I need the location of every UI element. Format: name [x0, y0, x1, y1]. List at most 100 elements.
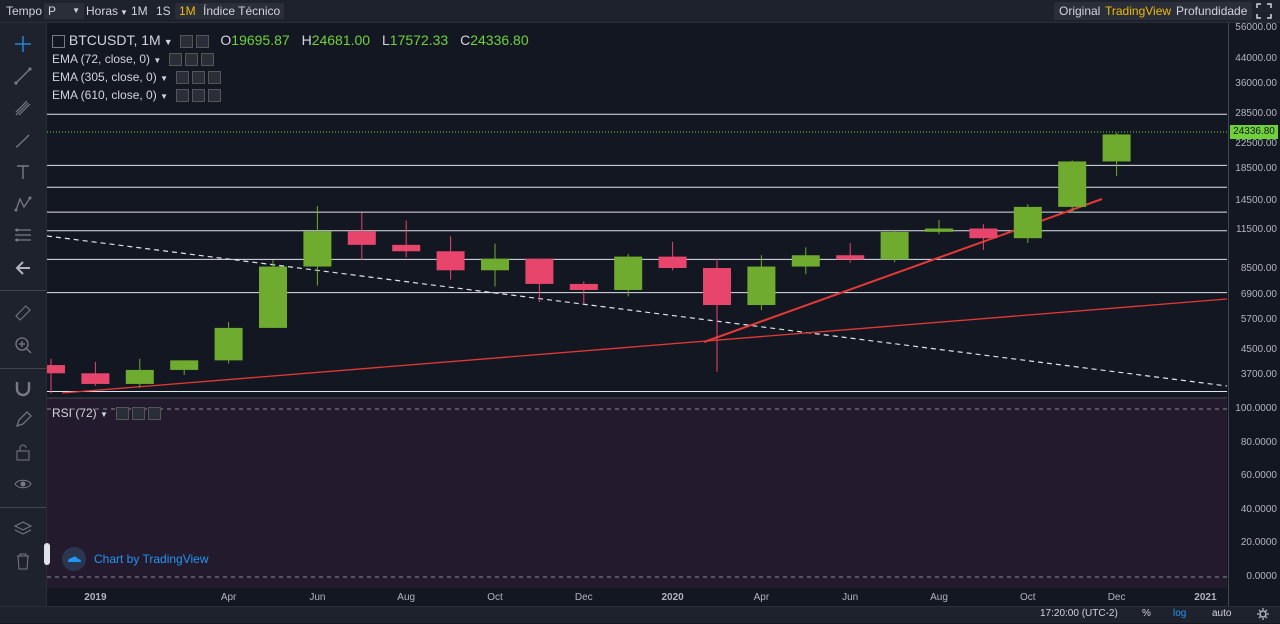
pane-resize-handle[interactable] — [44, 543, 50, 565]
profundidade-tab[interactable]: Profundidade — [1171, 2, 1253, 20]
candle — [969, 224, 998, 250]
candle-body — [392, 244, 421, 252]
candle-body — [969, 228, 998, 239]
candle — [925, 220, 953, 235]
close-label: C — [460, 32, 471, 48]
candle — [1058, 160, 1087, 213]
trendline-icon[interactable] — [10, 64, 36, 88]
chevron-down-icon[interactable]: ▼ — [160, 92, 168, 101]
eye-toggle-icon[interactable] — [179, 34, 193, 48]
candles-group — [47, 132, 1131, 394]
main-legend: BTCUSDT, 1M ▼ O19695.87 H24681.00 L17572.… — [52, 32, 529, 48]
candle-body — [658, 256, 687, 269]
close-icon[interactable] — [207, 71, 221, 85]
eye-toggle-icon[interactable] — [175, 89, 189, 103]
ema-legend-2[interactable]: EMA (305, close, 0) ▼ — [52, 70, 221, 85]
interval-1m-active-button[interactable]: 1M — [175, 3, 200, 19]
eye-toggle-icon[interactable] — [115, 407, 129, 421]
gear-icon[interactable] — [1256, 607, 1270, 624]
pencil-lock-icon[interactable] — [10, 408, 36, 432]
interval-1s-button[interactable]: 1S — [156, 4, 171, 18]
horizontal-levels — [47, 113, 1227, 393]
watermark-text: Chart by TradingView — [94, 552, 209, 566]
chevron-down-icon[interactable]: ▼ — [153, 56, 162, 65]
back-arrow-icon[interactable] — [10, 256, 36, 280]
close-icon[interactable] — [201, 53, 215, 67]
crosshair-icon[interactable] — [10, 32, 36, 56]
pattern-icon[interactable] — [10, 192, 36, 216]
high-value: 24681.00 — [311, 32, 371, 48]
zoom-icon[interactable] — [10, 333, 36, 357]
chevron-down-icon[interactable]: ▼ — [100, 410, 108, 419]
ema-legend-3[interactable]: EMA (610, close, 0) ▼ — [52, 88, 221, 103]
pitchfork-icon[interactable] — [10, 96, 36, 120]
close-icon[interactable] — [147, 407, 161, 421]
interval-select[interactable]: P ▼ — [44, 3, 84, 19]
price-tick-label: 8500.00 — [1240, 262, 1277, 274]
fullscreen-icon[interactable] — [1256, 3, 1272, 19]
toolbar-divider — [0, 368, 46, 369]
cloud-logo-icon — [62, 547, 86, 571]
eye-toggle-icon[interactable] — [175, 71, 189, 85]
eye-toggle-icon[interactable] — [169, 53, 183, 67]
eye-icon[interactable] — [10, 472, 36, 496]
candle-body — [614, 256, 643, 290]
fib-icon[interactable] — [10, 224, 36, 248]
interval-value: P — [48, 4, 57, 18]
ema-label: EMA (610, close, 0) — [52, 88, 157, 102]
rsi-tick-label: 100.0000 — [1235, 403, 1277, 414]
time-axis[interactable]: 2019 Apr Jun Aug Oct Dec 2020 Apr Jun Aug Oct Dec 20… — [47, 588, 1227, 606]
auto-toggle[interactable]: auto — [1212, 608, 1232, 619]
tradingview-tab[interactable]: TradingView — [1100, 2, 1177, 20]
drawing-toolbar — [0, 23, 47, 622]
symbol-label[interactable]: BTCUSDT, 1M — [68, 32, 161, 48]
percent-toggle[interactable]: % — [1142, 608, 1151, 619]
tempo-label: Tempo — [6, 4, 43, 18]
price-tick-label: 3700.00 — [1240, 369, 1277, 380]
layers-icon[interactable] — [10, 517, 36, 541]
candle — [392, 220, 421, 258]
magnet-icon[interactable] — [10, 376, 36, 400]
tradingview-watermark[interactable]: Chart by TradingView — [62, 547, 209, 571]
original-tab[interactable]: Original — [1054, 2, 1106, 20]
brush-icon[interactable] — [10, 128, 36, 152]
chevron-down-icon[interactable]: ▼ — [160, 74, 168, 83]
candle-body — [1102, 134, 1131, 162]
candle-body — [569, 283, 598, 290]
ruler-icon[interactable] — [10, 301, 36, 325]
candle — [1102, 132, 1131, 177]
settings-icon[interactable] — [191, 71, 205, 85]
time-tick-label: Apr — [220, 592, 237, 603]
settings-icon[interactable] — [191, 89, 205, 103]
log-toggle[interactable]: log — [1173, 608, 1187, 619]
lock-icon[interactable] — [10, 440, 36, 464]
candle-body — [836, 255, 865, 260]
interval-1m-button[interactable]: 1M — [131, 4, 148, 18]
settings-icon[interactable] — [185, 53, 199, 67]
rsi-legend[interactable]: RSI (72) ▼ — [52, 406, 161, 421]
candle — [525, 258, 554, 303]
high-label: H — [301, 32, 312, 48]
ema-legend-1[interactable]: EMA (72, close, 0) ▼ — [52, 52, 215, 67]
trash-icon[interactable] — [10, 549, 36, 573]
low-label: L — [382, 32, 390, 48]
chevron-down-icon[interactable]: ▼ — [163, 37, 173, 47]
price-axis[interactable]: 56000.00 44000.00 36000.00 28500.00 22500.00… — [1228, 22, 1280, 606]
chevron-down-icon: ▼ — [72, 6, 80, 15]
rsi-tick-label: 40.0000 — [1240, 503, 1277, 515]
time-tick-label: Jun — [309, 592, 326, 603]
symbol-checkbox[interactable] — [52, 34, 65, 48]
settings-icon[interactable] — [131, 407, 145, 421]
time-tick-label: 2019 — [84, 592, 107, 603]
clock-label: 17:20:00 (UTC-2) — [1040, 608, 1118, 619]
candle-body — [170, 360, 199, 370]
candle-body — [125, 369, 154, 384]
settings-icon[interactable] — [195, 34, 209, 48]
indicator-button[interactable]: Índice Técnico — [199, 3, 285, 19]
candle — [47, 358, 65, 394]
close-icon[interactable] — [207, 89, 221, 103]
text-icon[interactable] — [10, 160, 36, 184]
price-tick-label: 28500.00 — [1235, 108, 1277, 120]
horas-dropdown[interactable]: Horas ▼ — [82, 3, 132, 19]
price-chart[interactable] — [47, 23, 1227, 606]
